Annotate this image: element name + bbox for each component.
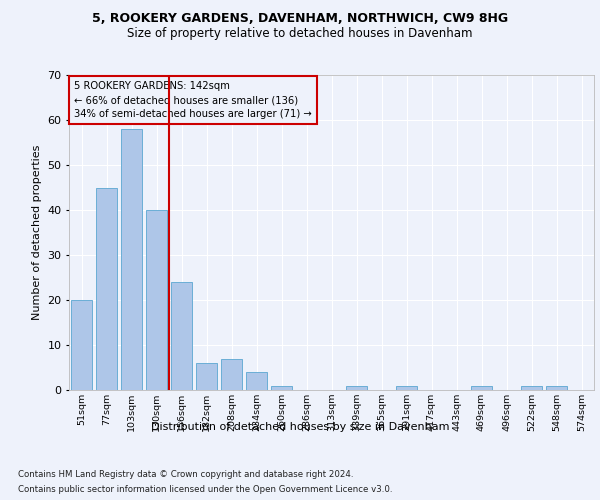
Bar [546,386,567,390]
Bar [346,386,367,390]
Text: Size of property relative to detached houses in Davenham: Size of property relative to detached ho… [127,28,473,40]
Y-axis label: Number of detached properties: Number of detached properties [32,145,41,320]
Bar [521,386,542,390]
Bar [471,386,492,390]
Text: 5, ROOKERY GARDENS, DAVENHAM, NORTHWICH, CW9 8HG: 5, ROOKERY GARDENS, DAVENHAM, NORTHWICH,… [92,12,508,26]
Bar [271,386,292,390]
Text: 5 ROOKERY GARDENS: 142sqm
← 66% of detached houses are smaller (136)
34% of semi: 5 ROOKERY GARDENS: 142sqm ← 66% of detac… [74,82,312,120]
Bar [171,282,192,390]
Text: Contains public sector information licensed under the Open Government Licence v3: Contains public sector information licen… [18,485,392,494]
Bar [146,210,167,390]
Bar [71,300,92,390]
Bar [396,386,417,390]
Bar [196,363,217,390]
Bar [246,372,267,390]
Text: Contains HM Land Registry data © Crown copyright and database right 2024.: Contains HM Land Registry data © Crown c… [18,470,353,479]
Bar [221,358,242,390]
Bar [96,188,117,390]
Bar [121,129,142,390]
Text: Distribution of detached houses by size in Davenham: Distribution of detached houses by size … [151,422,449,432]
